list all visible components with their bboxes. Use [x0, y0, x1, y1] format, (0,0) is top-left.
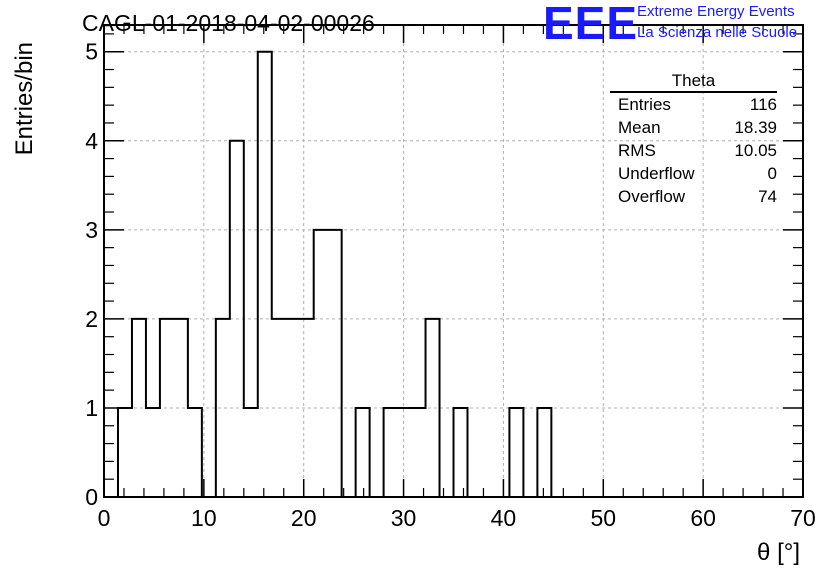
stat-row-overflow: Overflow 74: [610, 185, 777, 208]
stat-label: Mean: [618, 118, 661, 137]
stat-row-entries: Entries 116: [610, 93, 777, 116]
tick-labels: 0 10 20 30 40 50 60 70 0 1 2 3 4 5: [85, 39, 816, 531]
stat-value: 116: [749, 95, 777, 114]
stat-label: RMS: [618, 141, 656, 160]
eee-logo: EEE: [543, 0, 639, 49]
y-tick-label: 3: [85, 217, 98, 243]
x-tick-label: 30: [391, 505, 417, 531]
x-tick-label: 20: [291, 505, 317, 531]
stats-box: Theta Entries 116 Mean 18.39 RMS 10.05 U…: [610, 71, 777, 208]
stats-title: Theta: [610, 71, 777, 93]
logo-text-line2: La Scienza nelle Scuole: [637, 24, 798, 41]
stat-value: 18.39: [734, 118, 777, 137]
y-axis-label: Entries/bin: [11, 42, 38, 155]
stat-value: 0: [767, 164, 777, 183]
stat-row-underflow: Underflow 0: [610, 162, 777, 185]
y-tick-label: 0: [85, 484, 98, 510]
stat-label: Overflow: [618, 187, 686, 206]
axis-ticks: [103, 25, 804, 498]
x-tick-label: 0: [98, 505, 111, 531]
chart-title: CAGL-01-2018-04-02-00026: [82, 10, 375, 36]
y-tick-label: 2: [85, 306, 98, 332]
plot-frame: [103, 24, 804, 498]
x-tick-label: 10: [191, 505, 217, 531]
stat-row-mean: Mean 18.39: [610, 116, 777, 139]
stat-row-rms: RMS 10.05: [610, 139, 777, 162]
stat-label: Entries: [618, 95, 671, 114]
y-tick-label: 4: [85, 128, 98, 154]
stat-value: 74: [758, 187, 777, 206]
y-tick-label: 1: [85, 395, 98, 421]
x-tick-label: 70: [790, 505, 816, 531]
x-axis-label: θ [°]: [757, 539, 800, 566]
histogram-step-line: [116, 50, 566, 498]
stat-label: Underflow: [618, 164, 695, 183]
x-tick-label: 60: [690, 505, 716, 531]
x-tick-label: 50: [590, 505, 616, 531]
x-tick-label: 40: [491, 505, 517, 531]
y-tick-label: 5: [85, 39, 98, 65]
stat-value: 10.05: [734, 141, 777, 160]
logo-text-line1: Extreme Energy Events: [637, 3, 795, 20]
